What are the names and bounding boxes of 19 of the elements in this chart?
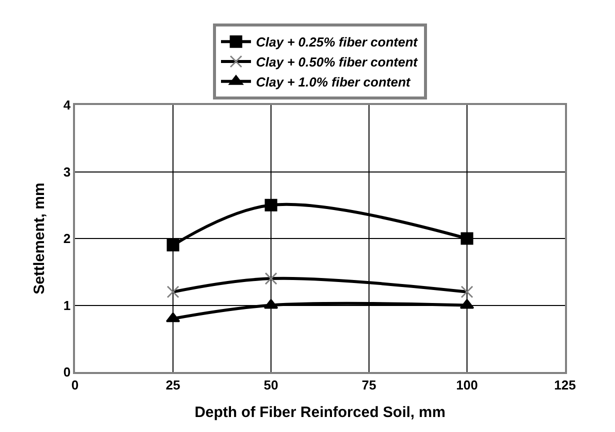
legend-label: Clay + 0.25% fiber content (256, 34, 418, 50)
y-tick-label: 4 (63, 98, 72, 113)
legend-label: Clay + 0.50% fiber content (256, 54, 418, 70)
x-tick-label: 50 (264, 377, 278, 392)
x-tick-label: 75 (362, 377, 376, 392)
x-tick-label: 125 (554, 377, 576, 392)
x-tick-label: 25 (166, 377, 180, 392)
legend-label: Clay + 1.0% fiber content (256, 74, 411, 90)
point (166, 238, 180, 252)
y-tick-label: 1 (63, 298, 71, 313)
x-axis-title: Depth of Fiber Reinforced Soil, mm (194, 404, 446, 421)
y-axis-title: Settlement, mm (31, 182, 48, 294)
point (264, 198, 278, 212)
y-tick-label: 0 (63, 364, 71, 380)
point (460, 232, 474, 245)
y-tick-label: 3 (63, 164, 71, 180)
y-tick-label: 2 (63, 231, 71, 246)
point (166, 312, 180, 322)
x-tick-label: 100 (456, 377, 478, 392)
